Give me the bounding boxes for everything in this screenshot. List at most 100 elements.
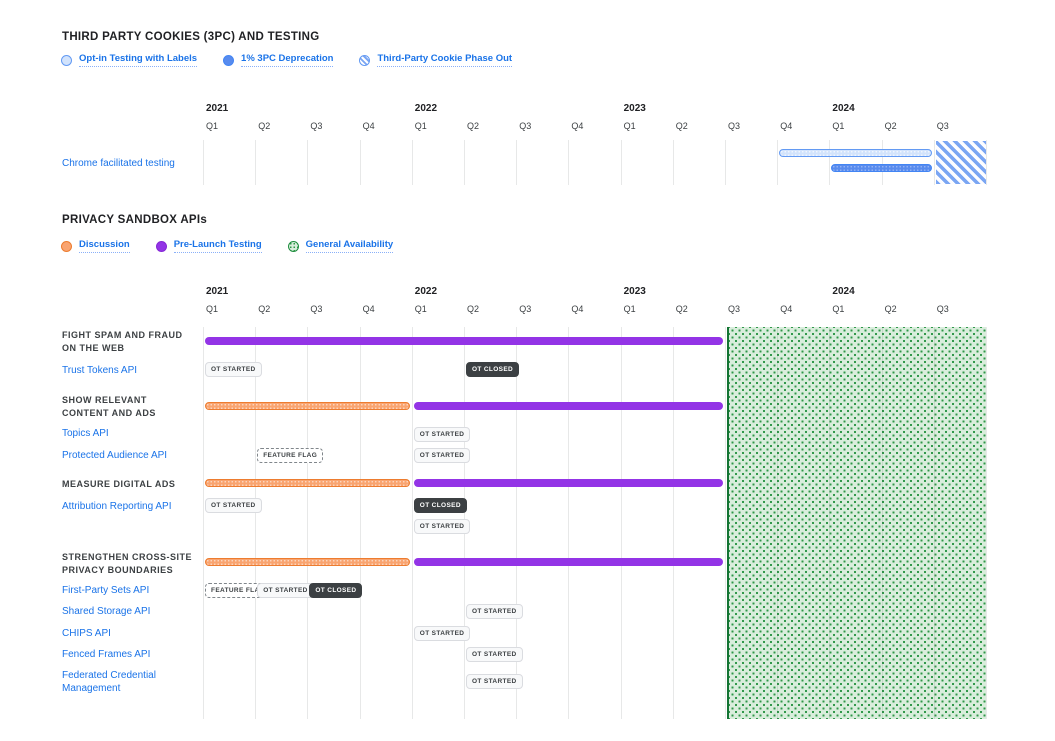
badge-ot-started: OT STARTED [413, 427, 471, 442]
row-label-chrome-facilitated-testing[interactable]: Chrome facilitated testing [62, 158, 175, 169]
gridline-quarter [777, 327, 779, 719]
legend-item-pre-launch-testing[interactable]: Pre-Launch Testing [155, 239, 262, 253]
badge-ot-closed: OT CLOSED [466, 362, 520, 377]
gridline-quarter [620, 140, 622, 185]
quarter-label-2023-Q3: Q3 [728, 304, 741, 314]
gridline-quarter [672, 327, 674, 719]
section-title-3pc: THIRD PARTY COOKIES (3PC) AND TESTING [62, 30, 320, 43]
year-label-2024: 2024 [832, 103, 855, 114]
quarter-label-2024-Q1: Q1 [832, 121, 845, 131]
badge-ot-started: OT STARTED [413, 448, 471, 463]
quarter-label-2022-Q3: Q3 [519, 121, 532, 131]
badge-ot-started: OT STARTED [466, 647, 523, 662]
legend-item-third-party-cookie-phase-out[interactable]: Third-Party Cookie Phase Out [359, 53, 513, 67]
row-label-chips-api[interactable]: CHIPS API [62, 628, 111, 639]
year-label-2023: 2023 [623, 103, 646, 114]
quarter-label-2022-Q3: Q3 [519, 304, 532, 314]
category-label-fight-spam-and-fraud-on-the-web: FIGHT SPAM AND FRAUD ON THE WEB [62, 330, 183, 353]
quarter-label-2022-Q4: Q4 [571, 304, 584, 314]
badge-ot-started: OT STARTED [205, 498, 262, 513]
legend-item-1-3pc-deprecation[interactable]: 1% 3PC Deprecation [223, 53, 334, 67]
quarter-label-2024-Q1: Q1 [832, 304, 845, 314]
gridline-quarter [777, 140, 779, 185]
timeline-bar-blue-light [779, 149, 932, 157]
badge-ot-started: OT STARTED [413, 519, 471, 534]
quarter-label-2023-Q4: Q4 [780, 304, 793, 314]
gridline-quarter [464, 140, 465, 185]
section-title-apis: PRIVACY SANDBOX APIs [62, 213, 208, 226]
green-dots-legend-icon [287, 240, 299, 252]
gridline-quarter [829, 140, 831, 185]
timeline-bar-purple [205, 337, 723, 345]
year-label-2024: 2024 [832, 286, 855, 297]
legend-label: General Availability [305, 239, 394, 253]
row-label-topics-api[interactable]: Topics API [62, 428, 109, 439]
legend-item-opt-in-testing-with-labels[interactable]: Opt-in Testing with Labels [61, 53, 198, 67]
gridline-quarter [881, 140, 883, 185]
gridline-quarter [411, 327, 413, 719]
category-label-measure-digital-ads: MEASURE DIGITAL ADS [62, 479, 176, 489]
quarter-label-2021-Q4: Q4 [362, 304, 375, 314]
orange-legend-icon [61, 240, 72, 252]
quarter-label-2021-Q3: Q3 [310, 121, 323, 131]
legend-label: Opt-in Testing with Labels [79, 53, 198, 67]
quarter-label-2021-Q1: Q1 [206, 121, 219, 131]
row-label-protected-audience-api[interactable]: Protected Audience API [62, 450, 168, 461]
category-label-show-relevant-content-and-ads: SHOW RELEVANT CONTENT AND ADS [62, 395, 156, 418]
row-label-attribution-reporting-api[interactable]: Attribution Reporting API [62, 501, 172, 512]
quarter-label-2023-Q1: Q1 [623, 304, 636, 314]
gridline-quarter [933, 140, 935, 185]
gridline-quarter [411, 140, 413, 185]
region-blue-hatch [935, 141, 986, 184]
year-label-2021: 2021 [206, 103, 229, 114]
gridline-quarter [359, 140, 361, 185]
timeline-bar-blue-solid [831, 164, 932, 172]
quarter-label-2021-Q2: Q2 [258, 304, 271, 314]
row-label-federated-credential-management[interactable]: Federated Credential Management [62, 670, 156, 694]
badge-ot-started: OT STARTED [466, 674, 523, 689]
legend-label: Discussion [79, 239, 130, 253]
badge-ot-started: OT STARTED [466, 604, 523, 619]
quarter-label-2022-Q1: Q1 [414, 304, 427, 314]
legend-item-discussion[interactable]: Discussion [61, 239, 130, 253]
quarter-label-2021-Q3: Q3 [310, 304, 323, 314]
blue-hatch-legend-icon [359, 54, 371, 66]
legend-label: 1% 3PC Deprecation [241, 53, 334, 67]
gridline-quarter [933, 327, 935, 719]
gridline-quarter [620, 327, 622, 719]
row-label-trust-tokens-api[interactable]: Trust Tokens API [62, 365, 138, 376]
timeline-bar-orange [205, 402, 410, 410]
row-label-fenced-frames-api[interactable]: Fenced Frames API [62, 649, 151, 660]
blue-light-legend-icon [61, 54, 72, 66]
legend-apis: Discussion Pre-Launch Testing General Avai… [61, 239, 394, 253]
gridline-quarter [725, 140, 726, 185]
legend-3pc: Opt-in Testing with Labels 1% 3PC Depreca… [61, 53, 513, 67]
quarter-label-2023-Q1: Q1 [623, 121, 636, 131]
gridline-quarter [255, 327, 257, 719]
row-label-shared-storage-api[interactable]: Shared Storage API [62, 606, 151, 617]
quarter-label-2023-Q3: Q3 [728, 121, 741, 131]
quarter-label-2022-Q2: Q2 [467, 304, 480, 314]
year-label-2023: 2023 [623, 286, 646, 297]
category-label-strengthen-cross-site-privacy-boundaries: STRENGTHEN CROSS-SITE PRIVACY BOUNDARIES [62, 552, 193, 575]
quarter-label-2024-Q3: Q3 [936, 121, 949, 131]
quarter-label-2021-Q1: Q1 [206, 304, 219, 314]
gridline-quarter [986, 140, 987, 185]
quarter-label-2021-Q4: Q4 [362, 121, 375, 131]
gridline-quarter [568, 327, 570, 719]
gridline-quarter [203, 327, 204, 719]
legend-item-general-availability[interactable]: General Availability [287, 239, 394, 253]
gridline-quarter [255, 140, 257, 185]
region-green-dots [727, 327, 986, 719]
quarter-label-2022-Q1: Q1 [414, 121, 427, 131]
badge-feature-flag: FEATURE FLAG [205, 583, 271, 598]
badge-ot-started: OT STARTED [257, 583, 314, 598]
badge-ot-started: OT STARTED [205, 362, 262, 377]
badge-feature-flag: FEATURE FLAG [257, 448, 324, 463]
row-label-first-party-sets-api[interactable]: First-Party Sets API [62, 585, 150, 596]
timeline-bar-purple [413, 479, 723, 487]
badge-ot-closed: OT CLOSED [413, 498, 467, 513]
blue-solid-legend-icon [223, 54, 235, 66]
quarter-label-2024-Q2: Q2 [884, 121, 897, 131]
